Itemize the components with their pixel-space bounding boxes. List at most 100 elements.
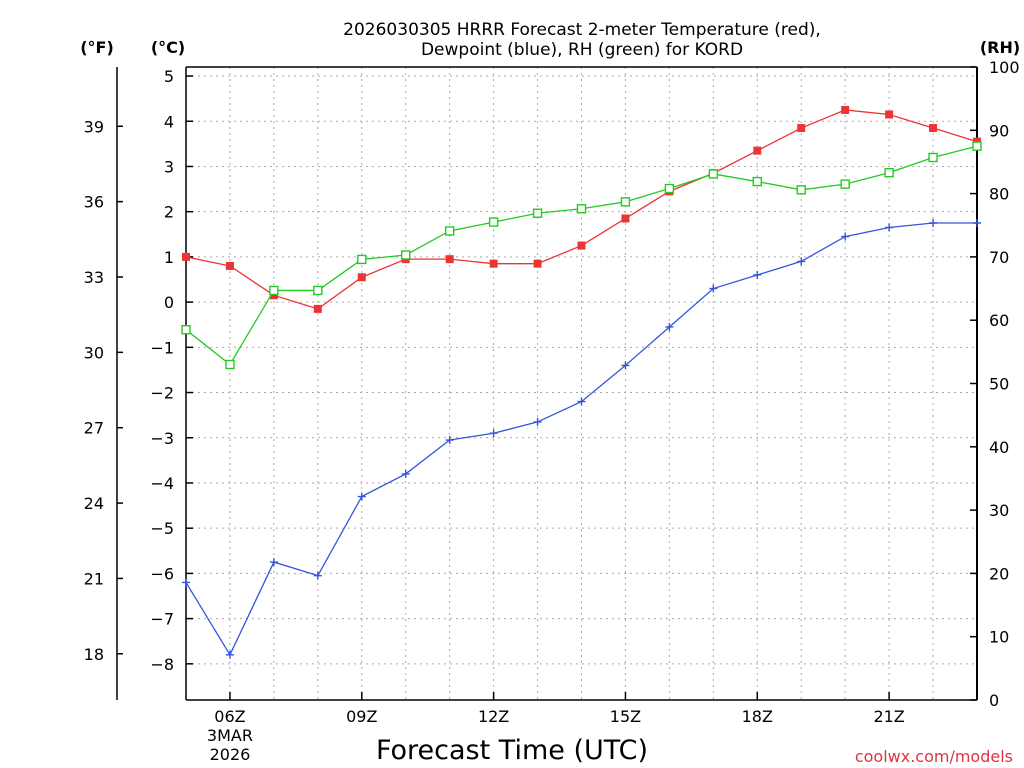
rh-tick-label: 50 <box>989 375 1009 394</box>
x-axis-label: Forecast Time (UTC) <box>376 735 648 766</box>
temperature-point <box>929 124 938 133</box>
temperature-point <box>533 259 542 268</box>
temperature-point <box>225 261 234 270</box>
celsius-tick-label: −5 <box>150 519 174 538</box>
temperature-point <box>753 146 762 155</box>
unit-label-celsius: (°C) <box>151 38 185 57</box>
celsius-tick-label: −6 <box>150 564 174 583</box>
dewpoint-point <box>489 429 498 438</box>
temperature-point <box>269 291 278 300</box>
x-tick-label: 09Z <box>346 707 377 726</box>
dewpoint-point <box>313 571 322 580</box>
celsius-tick-label: 3 <box>164 157 174 176</box>
rh-tick-label: 100 <box>989 58 1020 77</box>
rh-point <box>313 285 323 296</box>
celsius-tick-label: −3 <box>150 429 174 448</box>
rh-point <box>620 197 631 207</box>
rh-tick-label: 60 <box>989 311 1009 330</box>
x-tick-label: 18Z <box>742 707 773 726</box>
rh-point <box>225 359 235 370</box>
celsius-tick-label: 1 <box>164 248 174 267</box>
dewpoint-point <box>225 650 234 659</box>
celsius-tick-label: 4 <box>164 112 174 131</box>
temperature-point <box>489 259 498 268</box>
rh-point <box>532 208 543 218</box>
dewpoint-point <box>533 417 542 426</box>
credit-text: coolwx.com/models <box>855 747 1013 766</box>
x-tick-label: 15Z <box>610 707 641 726</box>
x-tick-label: 21Z <box>873 707 904 726</box>
tick-labels: 543210−1−2−3−4−5−6−7−8393633302724211810… <box>84 58 1020 764</box>
temperature-point <box>621 214 630 223</box>
unit-label-rh: (RH) <box>980 38 1020 57</box>
dewpoint-point <box>445 436 454 445</box>
chart-title-line1: 2026030305 HRRR Forecast 2-meter Tempera… <box>343 20 821 40</box>
fahrenheit-tick-label: 21 <box>84 569 104 588</box>
celsius-tick-label: −4 <box>150 474 174 493</box>
fahrenheit-tick-label: 27 <box>84 419 104 438</box>
temperature-point <box>445 255 454 264</box>
fahrenheit-tick-label: 18 <box>84 645 104 664</box>
rh-point <box>401 250 411 260</box>
rh-point <box>840 179 850 189</box>
temperature-point <box>841 105 850 114</box>
dewpoint-point <box>577 397 586 406</box>
rh-point <box>752 176 762 187</box>
celsius-tick-label: 0 <box>164 293 174 312</box>
unit-label-fahrenheit: (°F) <box>80 38 114 57</box>
fahrenheit-tick-label: 36 <box>84 193 104 212</box>
celsius-tick-label: −2 <box>150 384 174 403</box>
dewpoint-point <box>797 257 806 266</box>
temperature-point <box>885 110 894 119</box>
rh-point <box>664 183 675 194</box>
celsius-tick-label: −7 <box>150 610 174 629</box>
rh-tick-label: 80 <box>989 185 1009 204</box>
rh-tick-label: 90 <box>989 121 1009 140</box>
dewpoint-point <box>182 578 190 587</box>
rh-point <box>972 141 982 151</box>
dewpoint-point <box>621 361 630 370</box>
rh-point <box>708 169 719 179</box>
dewpoint-point <box>665 322 674 331</box>
fahrenheit-tick-label: 39 <box>84 117 104 136</box>
rh-tick-label: 0 <box>989 691 999 710</box>
dewpoint-point <box>709 284 718 293</box>
celsius-tick-label: −1 <box>150 338 174 357</box>
rh-tick-label: 10 <box>989 628 1009 647</box>
dewpoint-point <box>357 492 366 501</box>
temperature-point <box>313 304 322 313</box>
rh-tick-label: 70 <box>989 248 1009 267</box>
fahrenheit-tick-label: 30 <box>84 343 104 362</box>
axes <box>116 66 978 701</box>
rh-point <box>796 185 806 195</box>
fahrenheit-tick-label: 24 <box>84 494 104 513</box>
fahrenheit-tick-label: 33 <box>84 268 104 287</box>
rh-tick-label: 40 <box>989 438 1009 457</box>
rh-point <box>928 152 938 163</box>
temperature-point <box>577 241 586 250</box>
rh-tick-label: 30 <box>989 501 1009 520</box>
x-tick-label: 12Z <box>478 707 509 726</box>
series-layer <box>181 105 982 659</box>
chart-title-line2: Dewpoint (blue), RH (green) for KORD <box>421 40 743 60</box>
celsius-tick-label: 2 <box>164 203 174 222</box>
dewpoint-point <box>973 218 981 227</box>
dewpoint-point <box>841 232 850 241</box>
dewpoint-point <box>929 218 938 227</box>
rh-point <box>357 254 367 265</box>
x-tick-date-label: 3MAR <box>207 726 253 745</box>
dewpoint-point <box>885 223 894 232</box>
rh-point <box>269 285 279 296</box>
rh-point <box>444 226 455 236</box>
x-tick-year-label: 2026 <box>210 745 251 764</box>
rh-point <box>181 324 191 335</box>
x-tick-label: 06Z <box>214 707 245 726</box>
temperature-point <box>797 124 806 133</box>
dewpoint-point <box>269 558 278 567</box>
dewpoint-point <box>401 469 410 478</box>
rh-point <box>576 204 587 214</box>
rh-point <box>884 168 894 178</box>
grid <box>186 67 977 700</box>
dewpoint-point <box>753 270 762 279</box>
